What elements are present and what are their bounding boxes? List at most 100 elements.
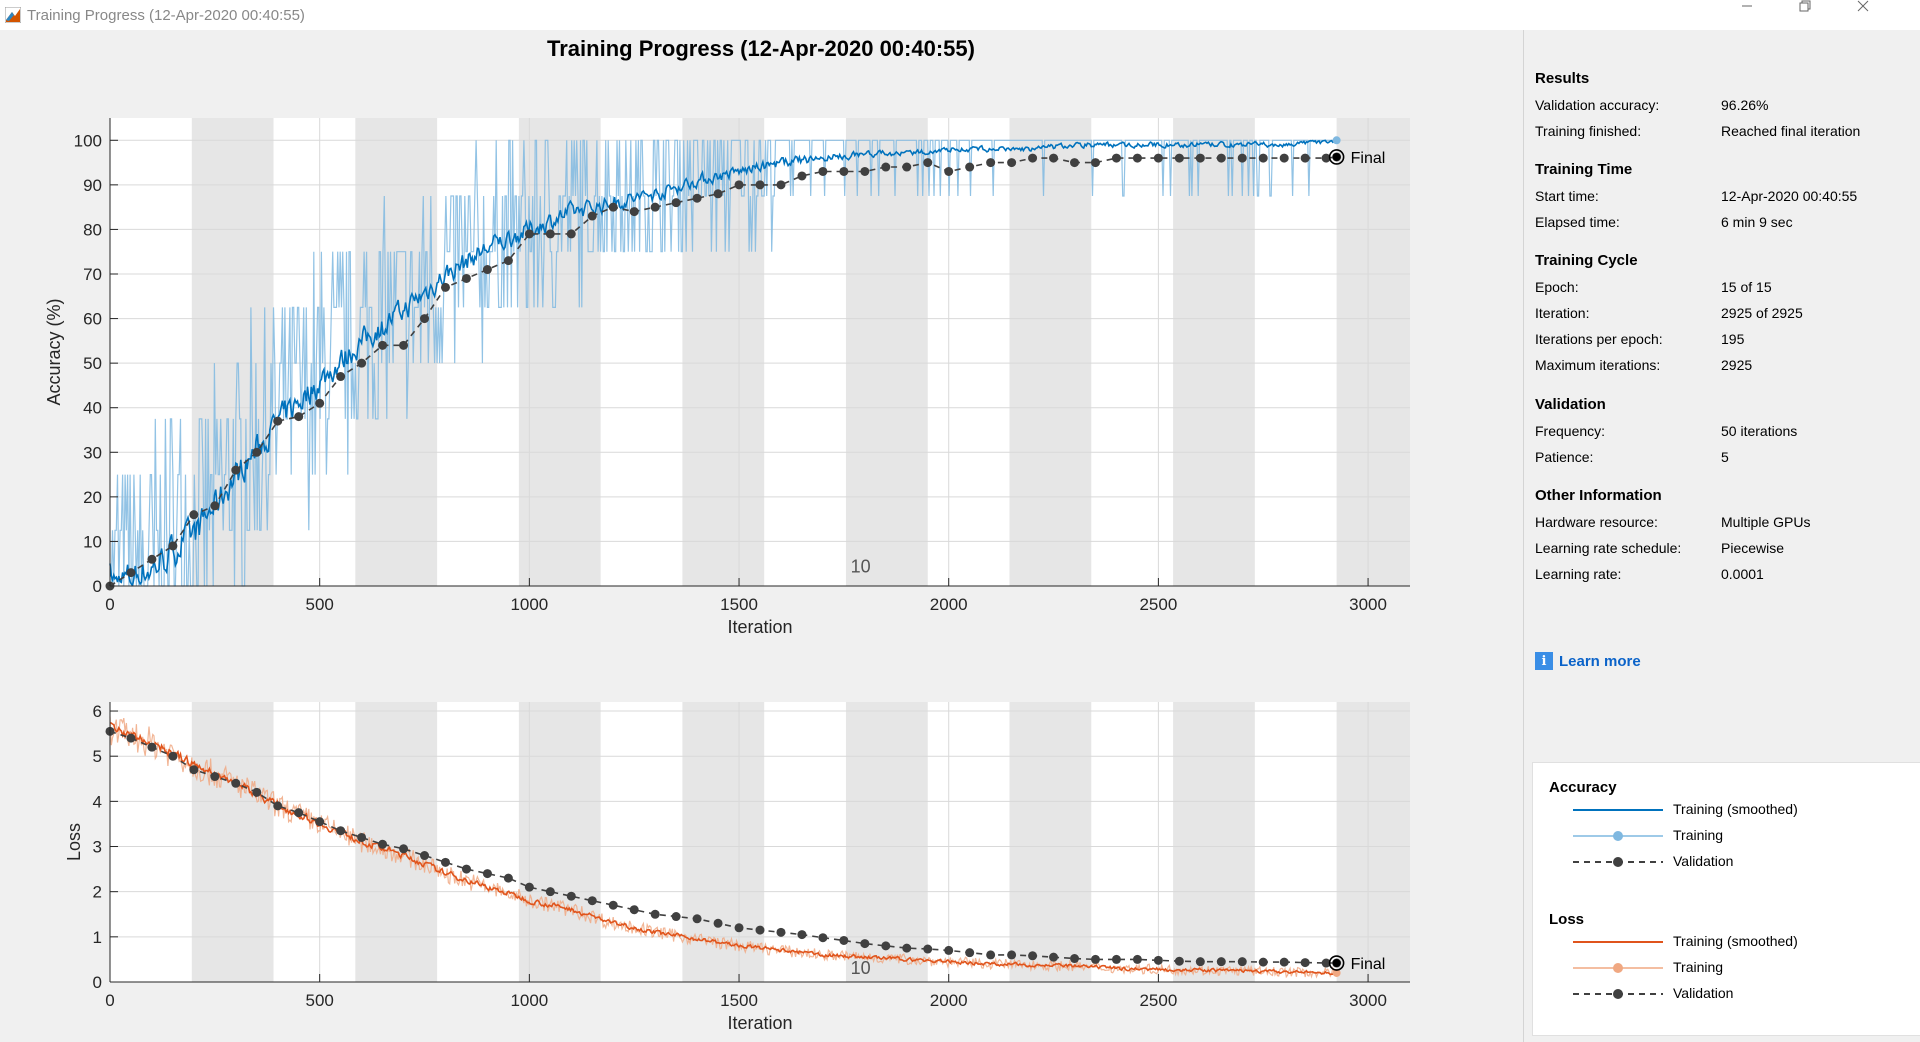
loss-validation-point (1258, 957, 1268, 967)
loss-validation-point (1195, 957, 1205, 967)
loss-validation-point (776, 927, 786, 937)
close-button[interactable] (1857, 0, 1915, 30)
loss-x-tick-label: 3000 (1349, 991, 1387, 1010)
restore-button[interactable] (1799, 0, 1857, 30)
accuracy-epoch-marker: 10 (851, 557, 871, 577)
learning-rate-label: Learning rate: (1535, 566, 1622, 582)
loss-validation-point (839, 935, 849, 945)
minimize-icon (1742, 5, 1752, 7)
accuracy-y-tick-label: 0 (93, 577, 102, 596)
accuracy-validation-point (294, 412, 304, 422)
accuracy-validation-point (315, 398, 325, 408)
loss-validation-point (1174, 956, 1184, 966)
accuracy-validation-point (420, 314, 430, 324)
accuracy-validation-point (671, 198, 681, 208)
loss-validation-point (1007, 950, 1017, 960)
accuracy-y-tick-label: 10 (83, 532, 102, 551)
accuracy-validation-point (231, 465, 241, 475)
accuracy-validation-point (1049, 153, 1059, 163)
iteration-value: 2925 of 2925 (1721, 305, 1803, 321)
legend-acc-smoothed-sample (1573, 809, 1663, 811)
accuracy-validation-point (357, 358, 367, 368)
accuracy-validation-point (1279, 153, 1289, 163)
loss-validation-point (818, 933, 828, 943)
accuracy-validation-point (902, 162, 912, 172)
loss-validation-point (986, 950, 996, 960)
accuracy-x-tick-label: 3000 (1349, 595, 1387, 614)
loss-x-tick-label: 0 (105, 991, 114, 1010)
loss-epoch-band (191, 702, 274, 982)
legend-acc-smoothed-label: Training (smoothed) (1673, 801, 1798, 817)
accuracy-validation-point (461, 273, 471, 283)
accuracy-x-tick-label: 1500 (720, 595, 758, 614)
accuracy-validation-point (860, 166, 870, 176)
accuracy-validation-point (629, 207, 639, 217)
loss-epoch-band (682, 702, 765, 982)
accuracy-validation-point (147, 554, 157, 564)
loss-validation-point (126, 733, 136, 743)
accuracy-validation-point (378, 340, 388, 350)
accuracy-y-axis-label: Accuracy (%) (44, 298, 64, 405)
loss-validation-point (147, 742, 157, 752)
accuracy-x-tick-label: 2500 (1139, 595, 1177, 614)
legend-loss-smoothed-label: Training (smoothed) (1673, 933, 1798, 949)
minimize-button[interactable] (1741, 0, 1799, 30)
loss-validation-point (1321, 958, 1331, 968)
loss-validation-point (378, 839, 388, 849)
accuracy-validation-point (273, 416, 283, 426)
loss-validation-point (231, 778, 241, 788)
loss-validation-point (168, 751, 178, 761)
accuracy-validation-point (1237, 153, 1247, 163)
epoch-value: 15 of 15 (1721, 279, 1772, 295)
maximum-iterations-value: 2925 (1721, 357, 1753, 373)
loss-validation-point (210, 772, 220, 782)
accuracy-final-marker-dot (1332, 152, 1341, 161)
accuracy-validation-point (1007, 158, 1017, 168)
loss-epoch-band (1009, 702, 1092, 982)
window-title: Training Progress (12-Apr-2020 00:40:55) (27, 7, 305, 24)
loss-validation-point (1028, 951, 1038, 961)
accuracy-y-tick-label: 70 (83, 265, 102, 284)
loss-validation-point (629, 905, 639, 915)
loss-y-axis-label: Loss (64, 823, 84, 861)
accuracy-y-tick-label: 80 (83, 220, 102, 239)
loss-x-tick-label: 2000 (930, 991, 968, 1010)
learn-more-link[interactable]: i Learn more (1535, 652, 1641, 670)
loss-validation-point (1216, 957, 1226, 967)
info-icon: i (1535, 652, 1553, 670)
accuracy-validation-point (168, 541, 178, 551)
accuracy-validation-point (566, 229, 576, 239)
loss-epoch-band (1173, 702, 1255, 982)
legend-loss-smoothed-sample (1573, 941, 1663, 943)
loss-validation-point (1111, 954, 1121, 964)
loss-validation-point (336, 826, 346, 836)
loss-validation-point (252, 787, 262, 797)
accuracy-axes (105, 118, 1410, 591)
loss-validation-point (1300, 958, 1310, 968)
validation-accuracy-label: Validation accuracy: (1535, 97, 1660, 113)
iterations-per-epoch-value: 195 (1721, 331, 1745, 347)
loss-final-marker-dot (1332, 959, 1341, 968)
loss-validation-point (965, 948, 975, 958)
loss-epoch-band (1336, 702, 1410, 982)
accuracy-validation-point (1153, 153, 1163, 163)
accuracy-validation-point (1258, 153, 1268, 163)
accuracy-validation-point (587, 211, 597, 221)
validation-accuracy-value: 96.26% (1721, 97, 1769, 113)
accuracy-training-line (110, 139, 1337, 587)
accuracy-epoch-band (1173, 118, 1255, 586)
accuracy-y-tick-label: 40 (83, 399, 102, 418)
accuracy-validation-point (986, 158, 996, 168)
accuracy-final-marker (1328, 149, 1345, 165)
loss-validation-point (545, 887, 555, 897)
accuracy-validation-point (503, 256, 513, 266)
accuracy-validation-point (210, 501, 220, 511)
accuracy-x-tick-label: 0 (105, 595, 114, 614)
loss-validation-point (860, 939, 870, 949)
loss-final-marker (1328, 955, 1345, 971)
training-finished-value: Reached final iteration (1721, 123, 1861, 139)
legend-loss-title: Loss (1549, 911, 1585, 928)
legend-acc-validation-sample (1573, 857, 1663, 867)
loss-validation-point (294, 808, 304, 818)
loss-epoch-band (355, 702, 438, 982)
